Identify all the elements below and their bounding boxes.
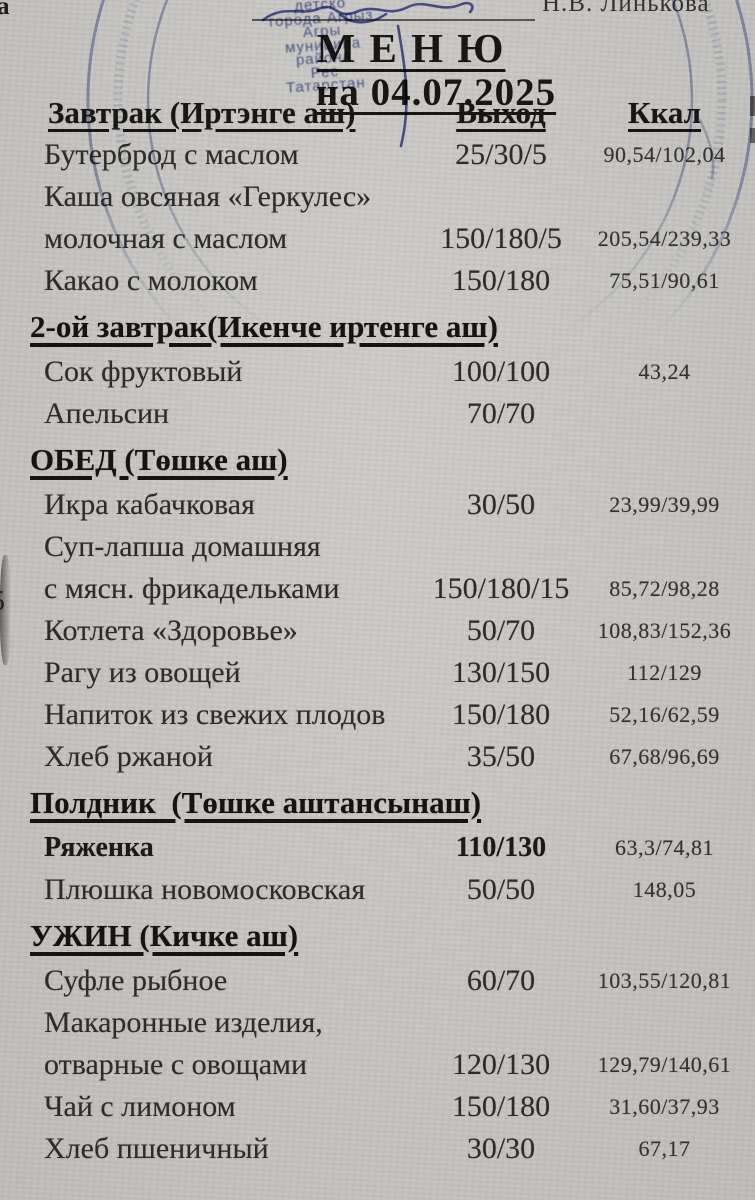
portion-value: 100/100 <box>451 355 551 388</box>
dish-name: Апельсин <box>44 397 170 430</box>
dish-name: Котлета «Здоровье» <box>44 614 298 647</box>
portion-value: 150/180 <box>451 698 551 731</box>
table-row: Напиток из свежих плодов 150/180 52,16/6… <box>30 694 742 736</box>
table-row: Рагу из овощей 130/150 112/129 <box>30 652 742 694</box>
photo-edge-shadow <box>0 555 11 665</box>
kcal-value: 75,51/90,61 <box>609 268 720 293</box>
section-header-second-breakfast: 2-ой завтрак(Икенче иртенге аш) <box>30 308 498 344</box>
cropped-text-fragment-top-left: а <box>0 0 10 20</box>
dish-name: молочная с маслом <box>44 222 288 255</box>
column-header-dish: Завтрак (Иртэнге аш) <box>48 95 356 130</box>
kcal-value: 63,3/74,81 <box>614 835 715 860</box>
dish-name: Напиток из свежих плодов <box>44 698 386 731</box>
kcal-value: 129,79/140,61 <box>597 1052 732 1077</box>
kcal-value: 67,17 <box>638 1136 691 1161</box>
table-row: Каша овсяная «Геркулес» <box>30 176 742 218</box>
portion-value: 50/50 <box>466 873 536 906</box>
table-row: Сок фруктовый 100/100 43,24 <box>30 351 742 393</box>
dish-name: отварные с овощами <box>44 1048 308 1081</box>
table-row: Суфле рыбное 60/70 103,55/120,81 <box>30 960 742 1002</box>
kcal-value: 43,24 <box>638 359 691 384</box>
portion-value: 130/150 <box>451 656 551 689</box>
kcal-value: 31,60/37,93 <box>609 1094 720 1119</box>
dish-name: Чай с лимоном <box>44 1090 236 1123</box>
portion-value: 30/50 <box>466 488 536 521</box>
table-row: Какао с молоком 150/180 75,51/90,61 <box>30 260 742 302</box>
dish-name: Плюшка новомосковская <box>44 873 366 906</box>
kcal-value: 103,55/120,81 <box>597 968 732 993</box>
dish-name: Хлеб ржаной <box>44 740 213 773</box>
table-row: отварные с овощами 120/130 129,79/140,61 <box>30 1044 742 1086</box>
portion-value: 60/70 <box>466 964 536 997</box>
portion-value: 150/180/5 <box>440 222 562 255</box>
table-row: Хлеб пшеничный 30/30 67,17 <box>30 1128 742 1170</box>
portion-value: 50/70 <box>466 614 536 647</box>
kcal-value: 23,99/39,99 <box>609 492 720 517</box>
section-header-dinner: УЖИН (Кичке аш) <box>30 917 299 953</box>
dish-name: Суфле рыбное <box>44 964 228 997</box>
dish-name: Суп-лапша домашняя <box>44 530 321 563</box>
dish-name: Сок фруктовый <box>44 355 243 388</box>
table-row: с мясн. фрикадельками 150/180/15 85,72/9… <box>30 568 742 610</box>
portion-value: 35/50 <box>466 740 536 773</box>
section-header-lunch: ОБЕД (Төшке аш) <box>30 441 288 477</box>
table-row: Суп-лапша домашняя <box>30 526 742 568</box>
dish-name: Хлеб пшеничный <box>44 1132 269 1165</box>
kcal-value: 90,54/102,04 <box>603 142 726 167</box>
page-title: М Е Н Ю <box>316 25 506 71</box>
table-row: Хлеб ржаной 35/50 67,68/96,69 <box>30 736 742 778</box>
column-header-kcal: Ккал <box>627 95 702 130</box>
cropped-text-fragment-left: 5 <box>0 586 5 618</box>
cropped-glyph-fragment <box>750 96 755 116</box>
kcal-value: 52,16/62,59 <box>609 702 720 727</box>
table-row: Ряженка 110/130 63,3/74,81 <box>30 827 742 869</box>
portion-value: 150/180/15 <box>432 572 570 605</box>
table-row: Котлета «Здоровье» 50/70 108,83/152,36 <box>30 610 742 652</box>
dish-name: Какао с молоком <box>44 264 258 297</box>
portion-value: 110/130 <box>455 832 547 863</box>
portion-value: 25/30/5 <box>455 138 547 171</box>
table-row: Бутерброд с маслом 25/30/5 90,54/102,04 <box>30 134 742 176</box>
portion-value: 150/180 <box>451 1090 551 1123</box>
table-row: Икра кабачковая 30/50 23,99/39,99 <box>30 484 742 526</box>
table-row: Плюшка новомосковская 50/50 148,05 <box>30 869 742 911</box>
menu-table: Завтрак (Иртэнге аш) Выход Ккал Бутербро… <box>30 92 742 1170</box>
portion-value: 120/130 <box>451 1048 551 1081</box>
dish-name: Рагу из овощей <box>44 656 241 689</box>
section-header-afternoon-snack: Полдник (Төшке аштансынаш) <box>30 784 482 820</box>
table-row: Апельсин 70/70 <box>30 393 742 435</box>
dish-name: Ряженка <box>44 832 154 863</box>
dish-name: Бутерброд с маслом <box>44 138 299 171</box>
kcal-value: 108,83/152,36 <box>597 618 732 643</box>
approver-name: Н.В. Линькова <box>542 0 710 17</box>
table-row: Макаронные изделия, <box>30 1002 742 1044</box>
kcal-value: 112/129 <box>627 660 702 685</box>
dish-name: Икра кабачковая <box>44 488 255 521</box>
kcal-value: 67,68/96,69 <box>609 744 720 769</box>
table-header-row: Завтрак (Иртэнге аш) Выход Ккал <box>30 92 742 134</box>
kcal-value: 85,72/98,28 <box>609 576 720 601</box>
table-row: молочная с маслом 150/180/5 205,54/239,3… <box>30 218 742 260</box>
signature-line <box>252 19 535 21</box>
kcal-value: 205,54/239,33 <box>597 226 732 251</box>
portion-value: 150/180 <box>451 264 551 297</box>
table-row: Чай с лимоном 150/180 31,60/37,93 <box>30 1086 742 1128</box>
dish-name: с мясн. фрикадельками <box>44 572 340 605</box>
column-header-portion: Выход <box>456 95 546 130</box>
dish-name: Каша овсяная «Геркулес» <box>44 180 372 213</box>
portion-value: 30/30 <box>466 1132 536 1165</box>
dish-name: Макаронные изделия, <box>44 1006 323 1039</box>
kcal-value: 148,05 <box>632 877 697 902</box>
portion-value: 70/70 <box>466 397 536 430</box>
cropped-glyph-fragment <box>750 128 755 143</box>
